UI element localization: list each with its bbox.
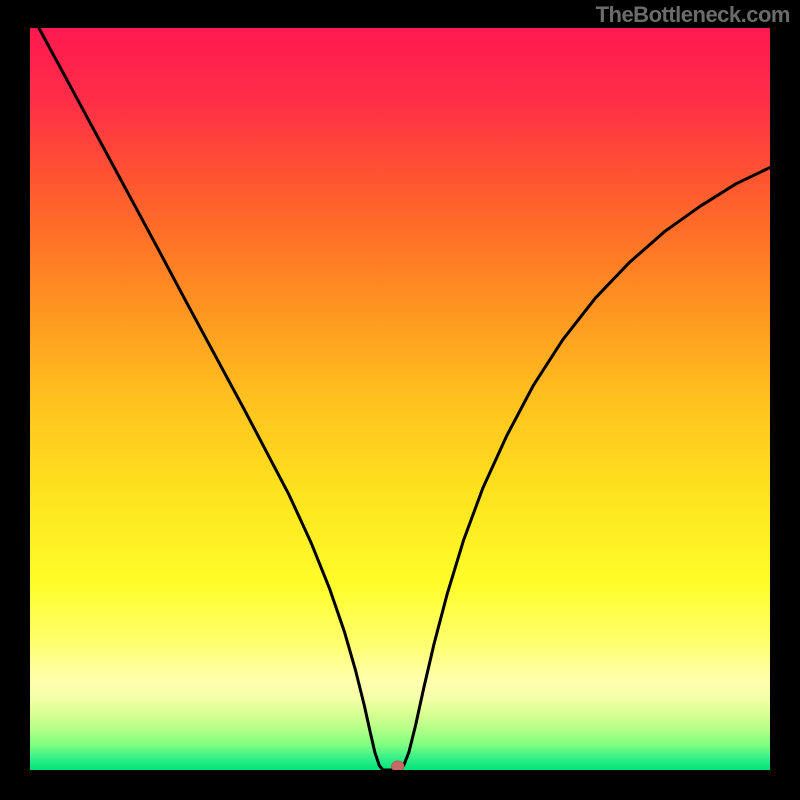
gradient-background xyxy=(30,28,770,770)
plot-area xyxy=(30,28,770,770)
chart-frame: TheBottleneck.com xyxy=(0,0,800,800)
optimal-point-marker xyxy=(391,761,404,770)
watermark-text: TheBottleneck.com xyxy=(596,2,790,28)
